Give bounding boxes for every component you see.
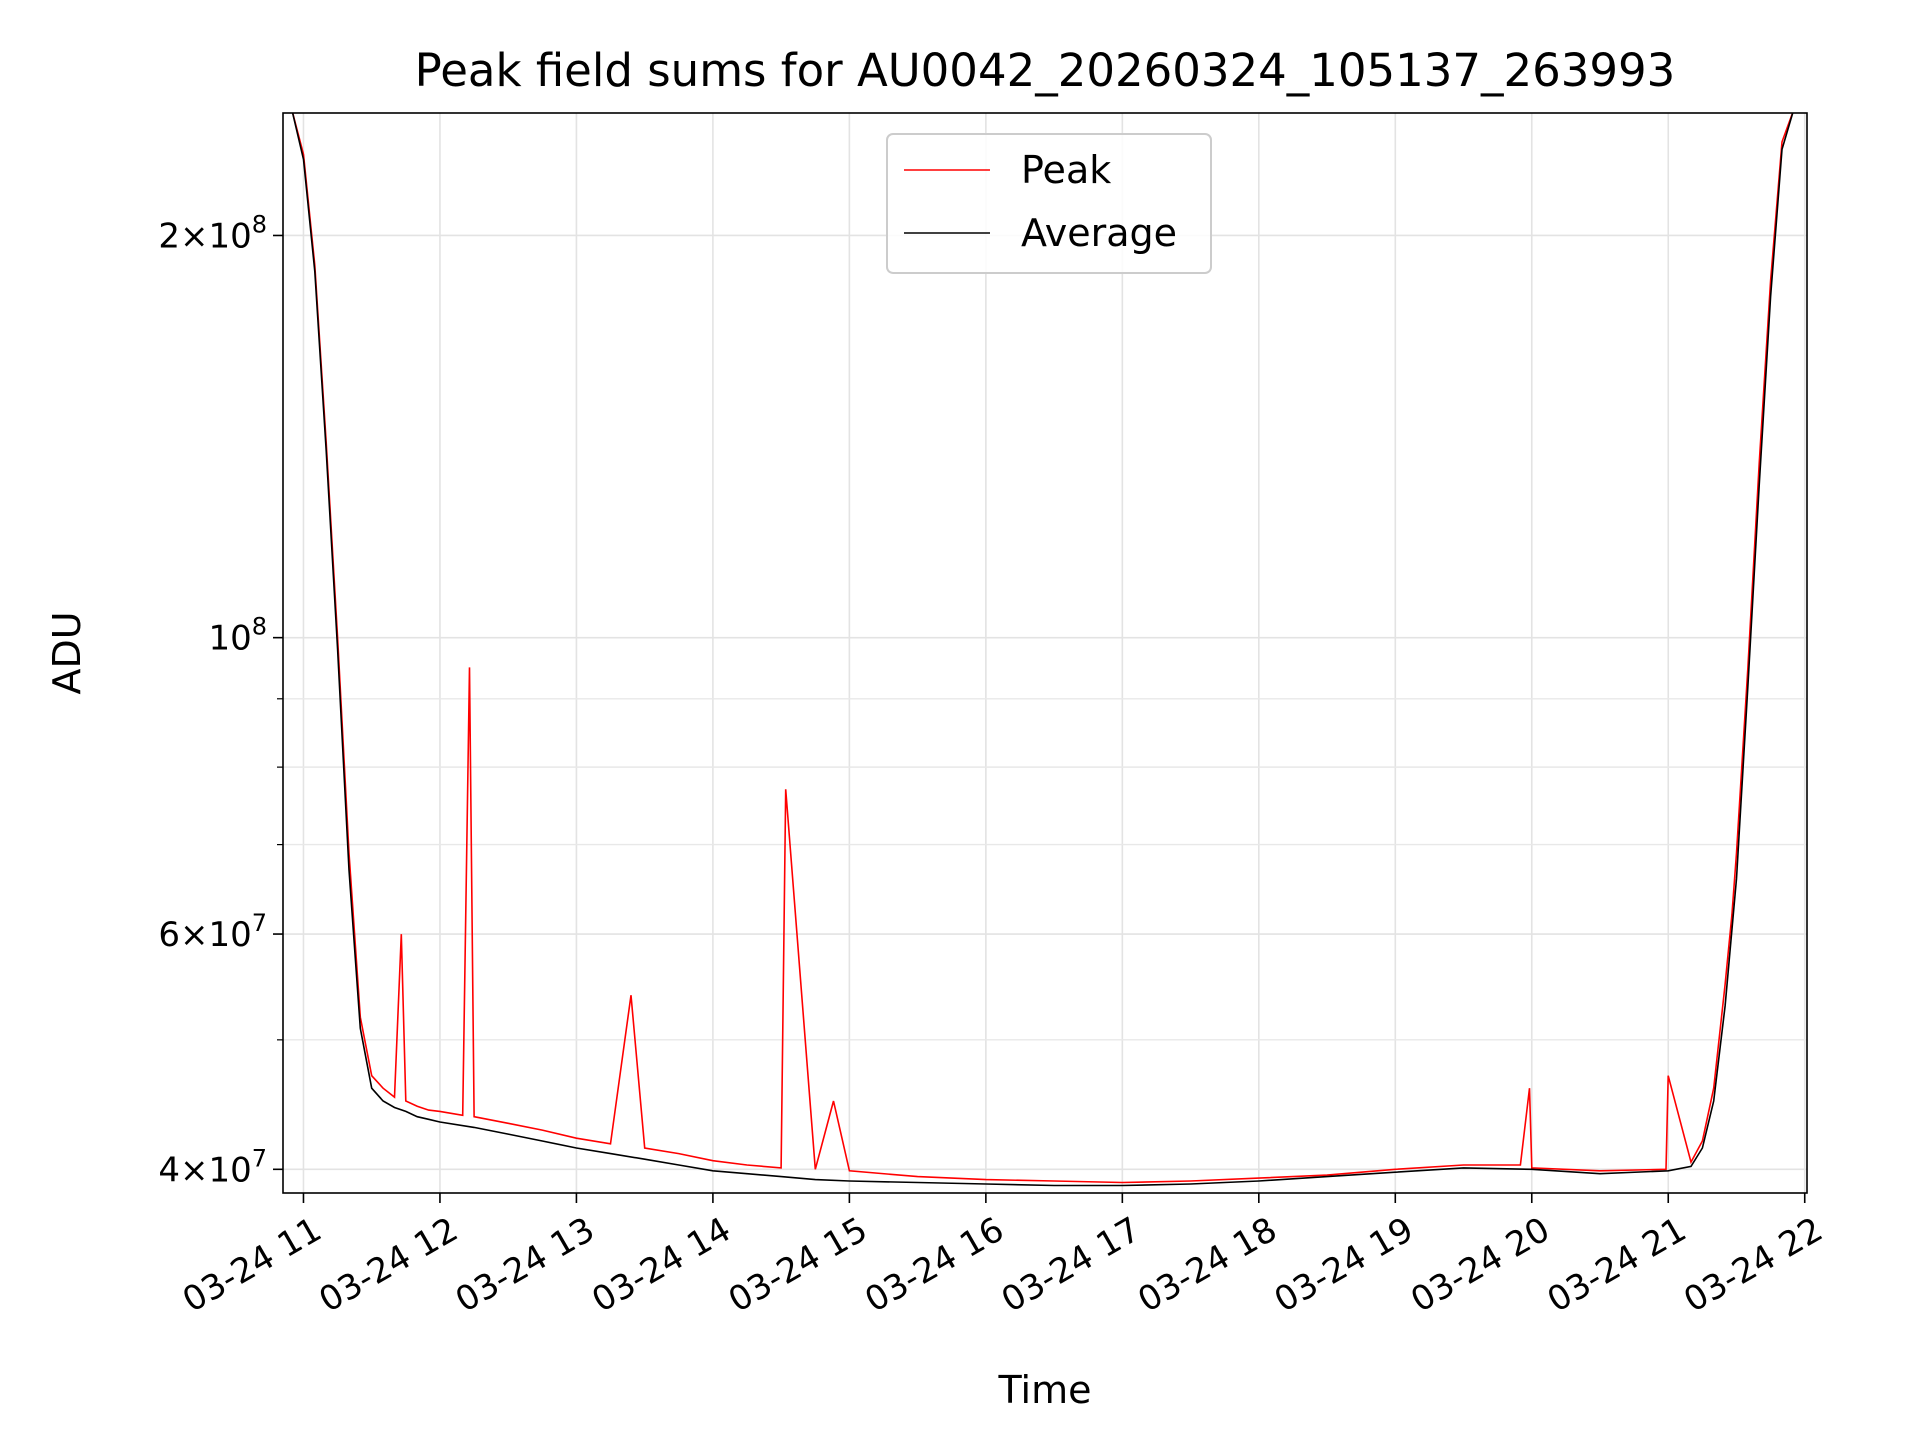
y-tick-label: 6×107 [158,909,267,955]
legend-label-average: Average [1021,211,1177,255]
series-layer [291,113,1794,1187]
y-tick-label: 2×108 [158,210,267,256]
y-axis-label: ADU [45,611,89,694]
x-axis-label: Time [998,1368,1092,1412]
legend-box [886,133,1212,274]
chart-title: Peak field sums for AU0042_20260324_1051… [415,44,1676,97]
plot-frame [282,112,1808,1194]
y-tick-label: 108 [208,613,267,659]
series-line-peak [291,113,1794,1184]
legend-label-peak: Peak [1021,148,1111,192]
grid-lines [283,113,1807,1193]
series-line-average [291,113,1794,1187]
legend: Peak Average [886,133,1212,274]
y-tick-label: 4×107 [158,1144,267,1190]
